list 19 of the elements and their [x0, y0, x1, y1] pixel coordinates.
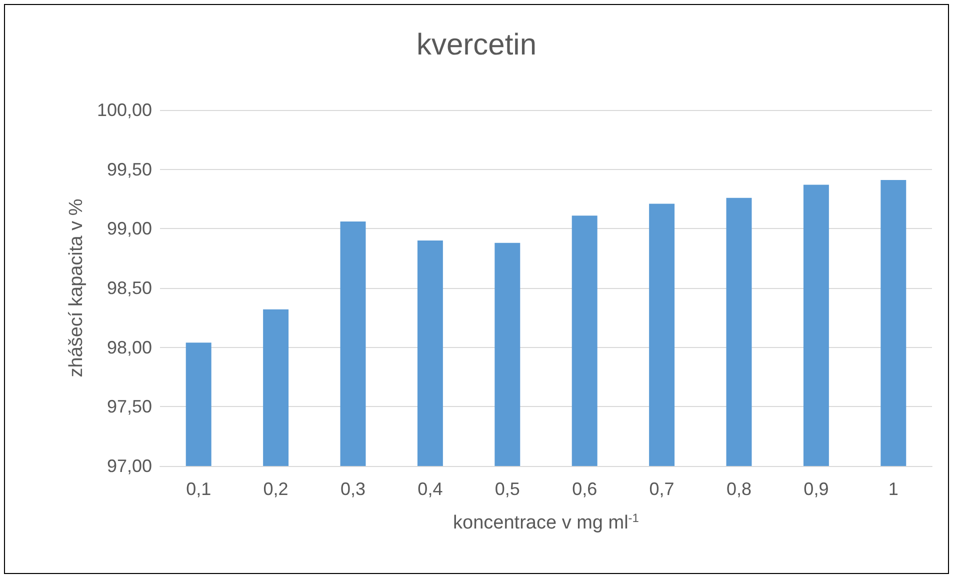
y-tick-label: 98,50: [106, 278, 152, 298]
y-tick-label: 99,00: [106, 218, 152, 239]
x-tick-label: 0,4: [418, 479, 443, 499]
x-tick-label: 0,8: [726, 479, 752, 499]
y-tick-label: 97,00: [106, 456, 152, 476]
chart-title: kvercetin: [416, 28, 537, 62]
y-tick-label: 98,00: [106, 337, 152, 358]
y-tick-label: 100,00: [96, 100, 152, 120]
x-tick-label: 0,3: [340, 479, 366, 499]
x-tick-label: 0,7: [649, 479, 674, 499]
x-tick-label: 0,2: [263, 479, 288, 499]
x-tick-label: 1: [888, 479, 898, 499]
x-tick-label: 0,9: [804, 479, 829, 499]
x-tick-label: 0,5: [494, 479, 520, 499]
y-axis-title: zhášecí kapacita v %: [66, 198, 88, 378]
x-tick-label: 0,6: [572, 479, 598, 499]
y-tick-label: 97,50: [106, 396, 152, 417]
y-tick-label: 99,50: [106, 159, 152, 180]
x-tick-label: 0,1: [186, 479, 212, 499]
